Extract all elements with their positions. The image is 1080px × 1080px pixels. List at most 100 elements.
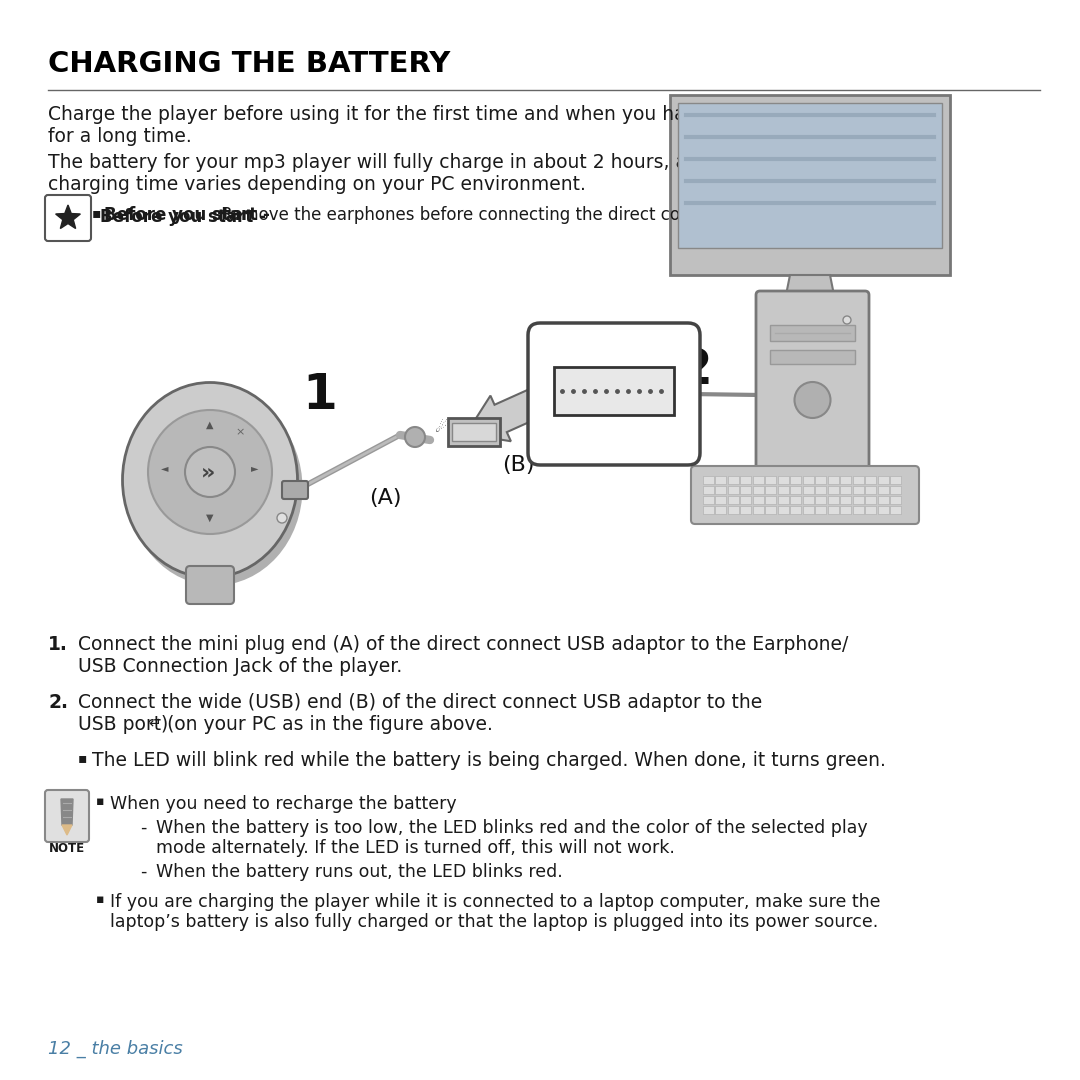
FancyBboxPatch shape (840, 496, 851, 503)
Text: Remove the earphones before connecting the direct connect USB adaptor.: Remove the earphones before connecting t… (216, 206, 840, 224)
FancyBboxPatch shape (778, 475, 788, 484)
FancyBboxPatch shape (702, 475, 714, 484)
Circle shape (185, 447, 235, 497)
Text: ☄: ☄ (435, 420, 449, 435)
Text: Before you start -: Before you start - (100, 208, 266, 226)
FancyBboxPatch shape (827, 496, 838, 503)
Text: mode alternately. If the LED is turned off, this will not work.: mode alternately. If the LED is turned o… (156, 839, 675, 858)
FancyBboxPatch shape (890, 505, 901, 513)
FancyArrow shape (465, 386, 550, 442)
Text: ◄: ◄ (161, 463, 168, 473)
FancyBboxPatch shape (756, 291, 869, 499)
Polygon shape (62, 825, 72, 835)
FancyBboxPatch shape (702, 486, 714, 494)
FancyBboxPatch shape (778, 496, 788, 503)
FancyBboxPatch shape (815, 496, 826, 503)
Text: The battery for your mp3 player will fully charge in about 2 hours, although tot: The battery for your mp3 player will ful… (48, 153, 807, 172)
FancyBboxPatch shape (753, 496, 764, 503)
FancyBboxPatch shape (691, 465, 919, 524)
FancyBboxPatch shape (852, 486, 864, 494)
FancyBboxPatch shape (865, 486, 876, 494)
FancyBboxPatch shape (670, 95, 950, 275)
FancyBboxPatch shape (740, 505, 751, 513)
Text: USB Connection Jack of the player.: USB Connection Jack of the player. (78, 657, 402, 676)
FancyBboxPatch shape (840, 505, 851, 513)
Circle shape (843, 316, 851, 324)
FancyBboxPatch shape (827, 505, 838, 513)
FancyBboxPatch shape (865, 475, 876, 484)
FancyBboxPatch shape (186, 566, 234, 604)
Text: charging time varies depending on your PC environment.: charging time varies depending on your P… (48, 175, 585, 194)
Text: 2: 2 (677, 346, 713, 394)
Text: (A): (A) (368, 488, 402, 508)
FancyBboxPatch shape (678, 103, 942, 248)
FancyBboxPatch shape (877, 475, 889, 484)
FancyBboxPatch shape (865, 496, 876, 503)
Text: ▪ Before you start -: ▪ Before you start - (100, 208, 114, 210)
FancyBboxPatch shape (765, 505, 777, 513)
FancyBboxPatch shape (852, 475, 864, 484)
Text: »: » (201, 462, 215, 482)
Text: ▪: ▪ (96, 893, 105, 906)
FancyBboxPatch shape (715, 486, 726, 494)
FancyBboxPatch shape (827, 475, 838, 484)
Text: Connect the wide (USB) end (B) of the direct connect USB adaptor to the: Connect the wide (USB) end (B) of the di… (78, 693, 762, 712)
FancyBboxPatch shape (852, 496, 864, 503)
FancyBboxPatch shape (715, 475, 726, 484)
Text: ▲: ▲ (206, 420, 214, 430)
FancyBboxPatch shape (789, 496, 801, 503)
FancyBboxPatch shape (448, 418, 500, 446)
Polygon shape (56, 205, 80, 229)
FancyBboxPatch shape (827, 486, 838, 494)
FancyBboxPatch shape (770, 325, 855, 341)
FancyBboxPatch shape (815, 486, 826, 494)
FancyBboxPatch shape (890, 496, 901, 503)
Circle shape (795, 382, 831, 418)
Text: Before you start -: Before you start - (104, 206, 270, 224)
FancyBboxPatch shape (728, 486, 739, 494)
Text: ▪: ▪ (78, 751, 87, 765)
Polygon shape (785, 275, 835, 300)
Text: ▼: ▼ (206, 513, 214, 523)
FancyBboxPatch shape (765, 486, 777, 494)
FancyBboxPatch shape (740, 475, 751, 484)
FancyBboxPatch shape (840, 486, 851, 494)
Text: 1.: 1. (48, 635, 68, 654)
FancyBboxPatch shape (890, 486, 901, 494)
Text: 1: 1 (302, 372, 337, 419)
FancyBboxPatch shape (753, 486, 764, 494)
FancyBboxPatch shape (753, 505, 764, 513)
Text: Connect the mini plug end (A) of the direct connect USB adaptor to the Earphone/: Connect the mini plug end (A) of the dir… (78, 635, 849, 654)
FancyBboxPatch shape (802, 486, 813, 494)
Circle shape (405, 427, 426, 447)
FancyBboxPatch shape (802, 505, 813, 513)
Text: ►: ► (252, 463, 259, 473)
FancyBboxPatch shape (282, 481, 308, 499)
FancyBboxPatch shape (528, 323, 700, 465)
FancyBboxPatch shape (802, 496, 813, 503)
FancyBboxPatch shape (715, 496, 726, 503)
Text: 12 _ the basics: 12 _ the basics (48, 1040, 183, 1058)
FancyBboxPatch shape (789, 486, 801, 494)
FancyBboxPatch shape (740, 486, 751, 494)
Text: Charge the player before using it for the first time and when you haven’t used i: Charge the player before using it for th… (48, 105, 804, 124)
FancyBboxPatch shape (778, 505, 788, 513)
FancyBboxPatch shape (815, 475, 826, 484)
Text: 2.: 2. (48, 693, 68, 712)
FancyBboxPatch shape (765, 475, 777, 484)
Text: NOTE: NOTE (49, 842, 85, 855)
Text: laptop’s battery is also fully charged or that the laptop is plugged into its po: laptop’s battery is also fully charged o… (110, 913, 878, 931)
FancyBboxPatch shape (702, 505, 714, 513)
FancyBboxPatch shape (877, 496, 889, 503)
Circle shape (148, 410, 272, 534)
FancyBboxPatch shape (765, 496, 777, 503)
Text: When you need to recharge the battery: When you need to recharge the battery (110, 795, 457, 813)
FancyBboxPatch shape (789, 505, 801, 513)
Text: CHARGING THE BATTERY: CHARGING THE BATTERY (48, 50, 450, 78)
Text: ↵: ↵ (148, 715, 161, 730)
Text: ▪: ▪ (92, 206, 102, 220)
FancyBboxPatch shape (702, 496, 714, 503)
Text: -: - (140, 863, 147, 881)
Ellipse shape (127, 391, 302, 585)
Text: -: - (140, 819, 147, 837)
